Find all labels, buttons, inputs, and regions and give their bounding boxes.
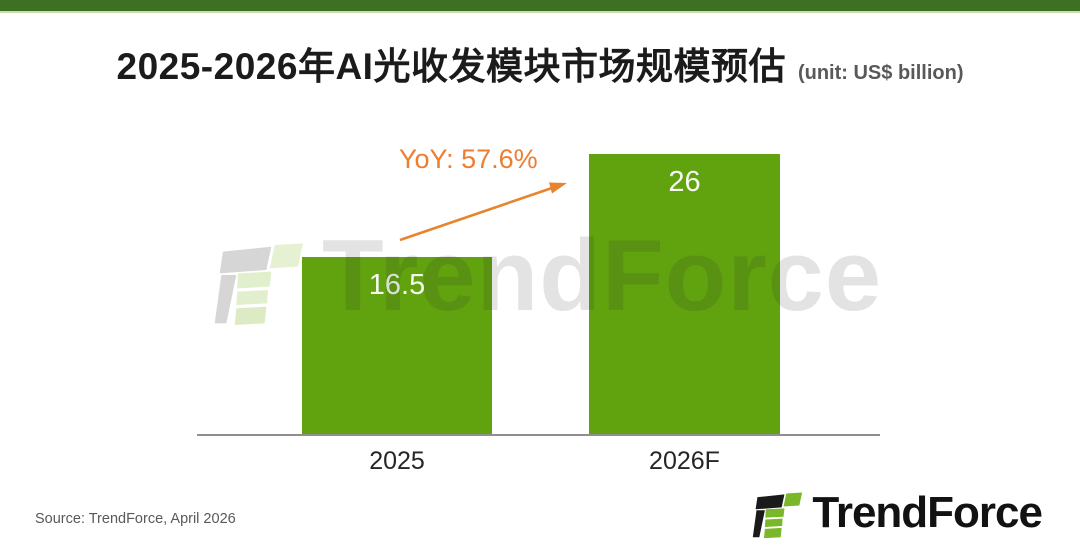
trendforce-logo: TrendForce: [750, 484, 1043, 542]
bar-value-label-2026f: 26: [668, 166, 701, 198]
trendforce-logomark-icon: [753, 492, 803, 539]
trendforce-logo-text: TrendForce: [812, 488, 1043, 537]
x-tick-label-2025: 2025: [369, 447, 425, 475]
bar-value-label-2025: 16.5: [368, 269, 426, 301]
unit-label: (unit: US$ billion): [797, 62, 964, 84]
bar-2025: 16.5: [302, 257, 492, 434]
page-title: 2025-2026年AI光收发模块市场规模预估: [116, 46, 786, 87]
bar-chart: 16.5 26: [302, 154, 780, 434]
x-tick-label-2026f: 2026F: [649, 447, 720, 475]
x-axis-line: [197, 434, 880, 436]
source-note: Source: TrendForce, April 2026: [35, 511, 236, 527]
bar-2026f: 26: [589, 154, 780, 434]
top-border-strip: [0, 0, 1080, 13]
yoy-annotation: YoY: 57.6%: [399, 144, 538, 174]
chart-header: 2025-2026年AI光收发模块市场规模预估 (unit: US$ billi…: [0, 36, 1080, 90]
